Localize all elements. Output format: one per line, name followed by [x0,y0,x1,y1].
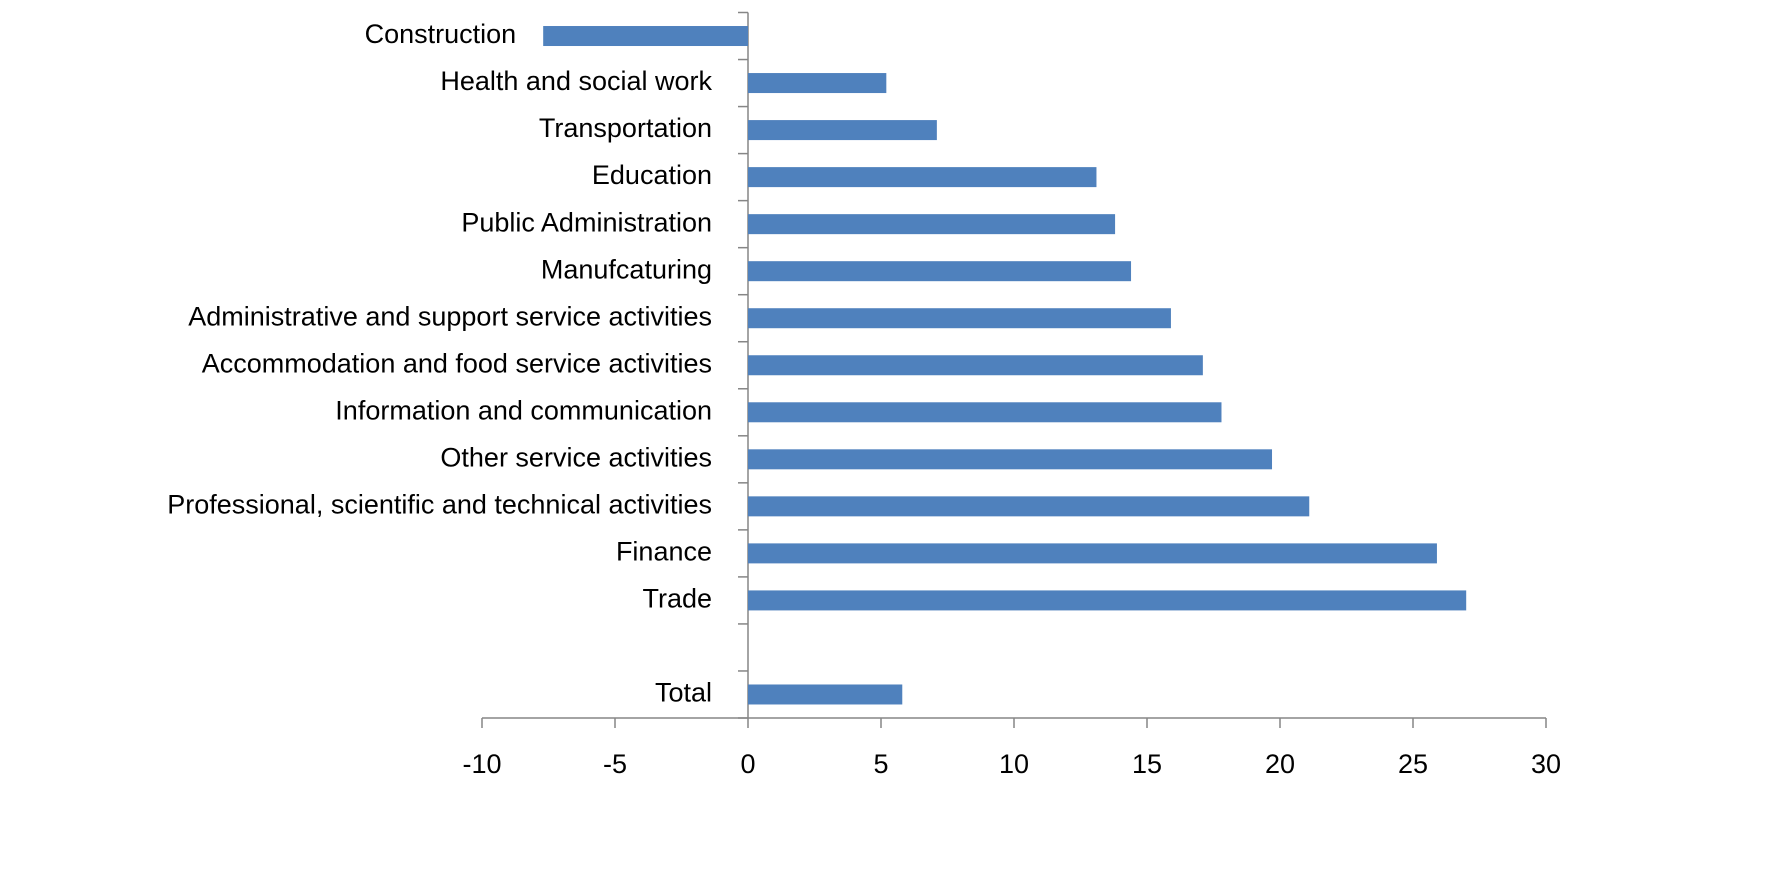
bar [748,214,1116,235]
bar [748,543,1437,564]
bar [748,73,887,94]
bar [543,26,748,47]
x-tick-label: 15 [1132,749,1162,779]
bar [748,355,1203,376]
y-tick-label: Administrative and support service activ… [188,301,712,331]
y-tick-label: Finance [616,537,712,567]
y-tick-label: Accommodation and food service activitie… [202,348,712,378]
y-tick-label: Education [592,160,712,190]
bar [748,496,1310,517]
y-tick-label: Transportation [539,113,712,143]
x-tick-label: 0 [740,749,755,779]
x-tick-label: 30 [1531,749,1561,779]
bar [748,167,1097,188]
y-tick-label: Other service activities [440,442,712,472]
x-tick-label: 20 [1265,749,1295,779]
bar [748,449,1273,470]
x-tick-label: 25 [1398,749,1428,779]
y-tick-label: Construction [365,19,517,49]
y-tick-label: Total [655,678,712,708]
bar [748,590,1467,611]
bar [748,261,1132,282]
y-tick-label: Public Administration [461,207,712,237]
y-tick-label: Information and communication [335,395,712,425]
y-tick-label: Trade [642,584,712,614]
x-tick-label: -10 [462,749,501,779]
bar [748,402,1222,423]
x-tick-label: 5 [873,749,888,779]
bar [748,308,1171,329]
bar [748,684,903,705]
y-tick-label: Professional, scientific and technical a… [167,489,712,519]
x-tick-label: 10 [999,749,1029,779]
x-tick-label: -5 [603,749,627,779]
y-tick-label: Health and social work [440,66,712,96]
y-tick-label: Manufcaturing [541,254,712,284]
bar [748,120,937,141]
